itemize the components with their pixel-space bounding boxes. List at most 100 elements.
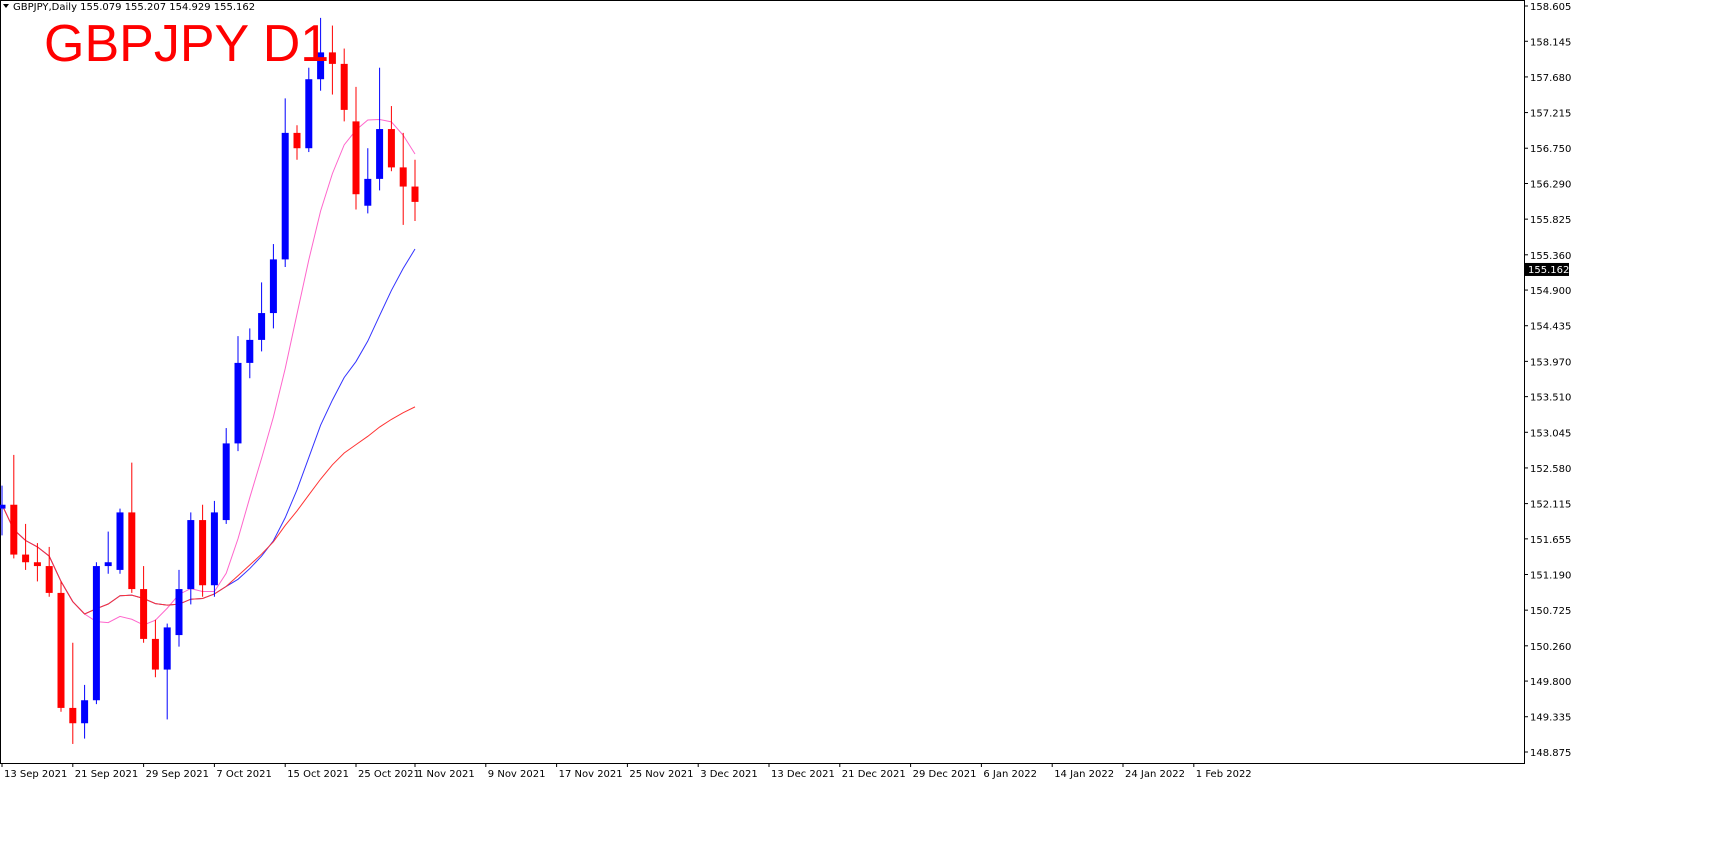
y-tick-label: 157.680 bbox=[1530, 73, 1571, 84]
candle-body bbox=[376, 129, 384, 179]
candle[interactable] bbox=[0, 485, 6, 536]
y-tick-label: 151.190 bbox=[1530, 571, 1571, 582]
candle[interactable] bbox=[317, 17, 325, 91]
x-tick-label: 25 Nov 2021 bbox=[629, 769, 693, 780]
plot-area bbox=[0, 0, 1525, 764]
candle[interactable] bbox=[222, 428, 230, 524]
candle[interactable] bbox=[33, 543, 41, 582]
candle[interactable] bbox=[69, 642, 77, 744]
candle-body bbox=[175, 589, 183, 636]
candle-body bbox=[187, 520, 195, 590]
candle[interactable] bbox=[399, 132, 407, 225]
ma-slow-line bbox=[1, 406, 416, 615]
candle-body bbox=[151, 638, 159, 670]
candle-body bbox=[22, 554, 30, 563]
candle-body bbox=[281, 132, 289, 260]
candle[interactable] bbox=[45, 546, 53, 597]
candle-body bbox=[328, 52, 336, 64]
y-tick-label: 153.510 bbox=[1530, 393, 1571, 404]
candle-body bbox=[293, 132, 301, 149]
candle[interactable] bbox=[151, 619, 159, 678]
candle[interactable] bbox=[352, 86, 360, 210]
candle-body bbox=[411, 186, 419, 202]
candle-body bbox=[45, 566, 53, 593]
candle-body bbox=[340, 63, 348, 110]
x-tick-label: 14 Jan 2022 bbox=[1054, 769, 1114, 780]
candle[interactable] bbox=[258, 282, 266, 352]
candle-body bbox=[0, 504, 6, 509]
x-tick-label: 13 Sep 2021 bbox=[4, 769, 67, 780]
x-tick-label: 17 Nov 2021 bbox=[559, 769, 623, 780]
candle-body bbox=[163, 627, 171, 670]
candle[interactable] bbox=[246, 328, 254, 379]
x-tick-label: 7 Oct 2021 bbox=[216, 769, 271, 780]
price-tag bbox=[1525, 262, 1569, 276]
candle[interactable] bbox=[364, 148, 372, 214]
candle[interactable] bbox=[81, 684, 89, 739]
candle-body bbox=[258, 313, 266, 340]
candle[interactable] bbox=[163, 623, 171, 720]
y-tick-label: 149.800 bbox=[1530, 677, 1571, 688]
candles[interactable] bbox=[0, 17, 419, 744]
candle-body bbox=[210, 512, 218, 586]
x-tick-label: 24 Jan 2022 bbox=[1125, 769, 1185, 780]
candle-body bbox=[399, 167, 407, 187]
y-tick-label: 150.725 bbox=[1530, 606, 1571, 617]
y-tick-label: 151.655 bbox=[1530, 535, 1571, 546]
candle[interactable] bbox=[92, 562, 100, 705]
candle[interactable] bbox=[199, 504, 207, 597]
candle[interactable] bbox=[210, 500, 218, 597]
candle[interactable] bbox=[10, 454, 18, 559]
candle[interactable] bbox=[293, 125, 301, 160]
candle-body bbox=[222, 443, 230, 521]
candle[interactable] bbox=[22, 523, 30, 570]
x-tick-label: 6 Jan 2022 bbox=[983, 769, 1037, 780]
y-tick-label: 149.335 bbox=[1530, 713, 1571, 724]
candle-body bbox=[33, 562, 41, 567]
y-tick-label: 158.145 bbox=[1530, 37, 1571, 48]
y-tick-label: 150.260 bbox=[1530, 642, 1571, 653]
candle[interactable] bbox=[269, 244, 277, 329]
candle-body bbox=[92, 566, 100, 701]
candle[interactable] bbox=[328, 25, 336, 95]
candle[interactable] bbox=[387, 106, 395, 172]
y-tick-label: 154.900 bbox=[1530, 286, 1571, 297]
candle[interactable] bbox=[340, 48, 348, 122]
y-tick-label: 154.435 bbox=[1530, 322, 1571, 333]
candle[interactable] bbox=[411, 159, 419, 222]
chart-header: GBPJPY,Daily 155.079 155.207 154.929 155… bbox=[3, 2, 329, 73]
candle-body bbox=[246, 339, 254, 363]
y-tick-label: 155.360 bbox=[1530, 251, 1571, 262]
candle[interactable] bbox=[305, 67, 313, 153]
x-tick-label: 21 Dec 2021 bbox=[842, 769, 906, 780]
candle[interactable] bbox=[116, 508, 124, 574]
candle[interactable] bbox=[104, 531, 112, 574]
y-tick-label: 148.875 bbox=[1530, 748, 1571, 759]
candle[interactable] bbox=[281, 98, 289, 268]
candle-body bbox=[199, 520, 207, 586]
candle[interactable] bbox=[376, 67, 384, 191]
candle-body bbox=[364, 178, 372, 206]
candle[interactable] bbox=[187, 512, 195, 605]
candle-body bbox=[387, 129, 395, 168]
moving-averages bbox=[1, 118, 416, 626]
y-tick-label: 155.825 bbox=[1530, 215, 1571, 226]
plot-frame bbox=[0, 0, 1525, 764]
y-tick-label: 152.115 bbox=[1530, 500, 1571, 511]
candle-body bbox=[140, 589, 148, 639]
y-tick-label: 153.970 bbox=[1530, 357, 1571, 368]
x-tick-label: 21 Sep 2021 bbox=[75, 769, 138, 780]
candle[interactable] bbox=[140, 566, 148, 643]
candle-body bbox=[234, 362, 242, 444]
y-tick-label: 153.045 bbox=[1530, 428, 1571, 439]
chart-annotation-title: GBPJPY D1 bbox=[44, 15, 329, 73]
candle-body bbox=[69, 707, 77, 724]
candle[interactable] bbox=[234, 336, 242, 452]
chevron-down-icon[interactable] bbox=[3, 4, 9, 8]
symbol-info: GBPJPY,Daily 155.079 155.207 154.929 155… bbox=[13, 2, 255, 13]
candle[interactable] bbox=[128, 462, 136, 593]
candle[interactable] bbox=[57, 581, 65, 712]
time-axis: 13 Sep 2021 21 Sep 2021 29 Sep 2021 7 Oct 2… bbox=[1, 763, 1252, 780]
candle[interactable] bbox=[175, 569, 183, 647]
